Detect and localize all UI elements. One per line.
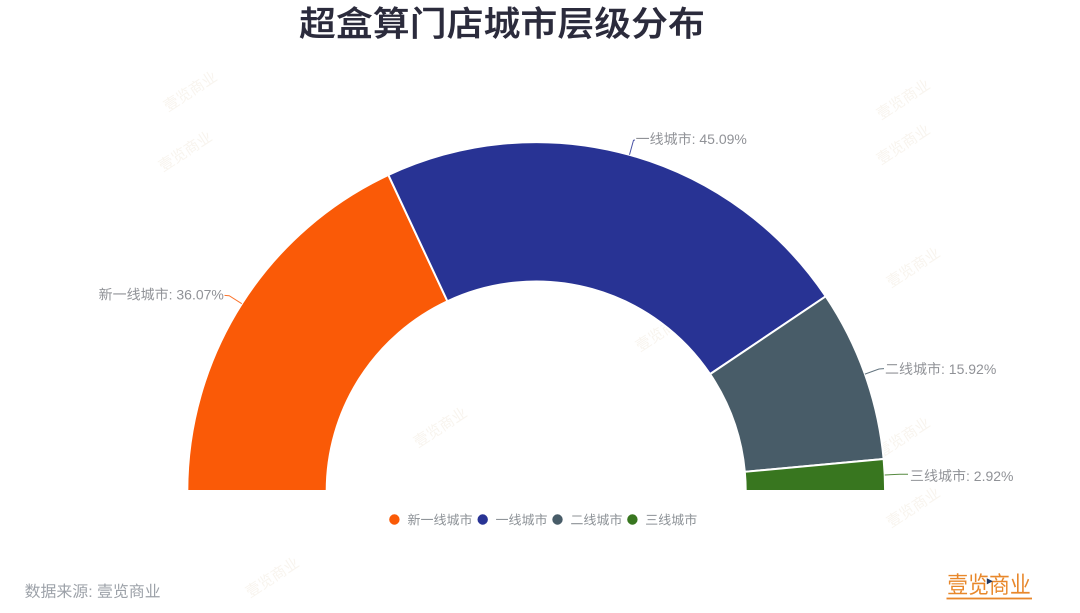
svg-text:: 2.92%: : 2.92% — [966, 468, 1013, 484]
svg-text:: 15.92%: : 15.92% — [941, 361, 996, 377]
svg-text::: : — [88, 584, 92, 601]
svg-text:: 36.07%: : 36.07% — [169, 286, 224, 302]
svg-text:: 45.09%: : 45.09% — [692, 131, 747, 147]
